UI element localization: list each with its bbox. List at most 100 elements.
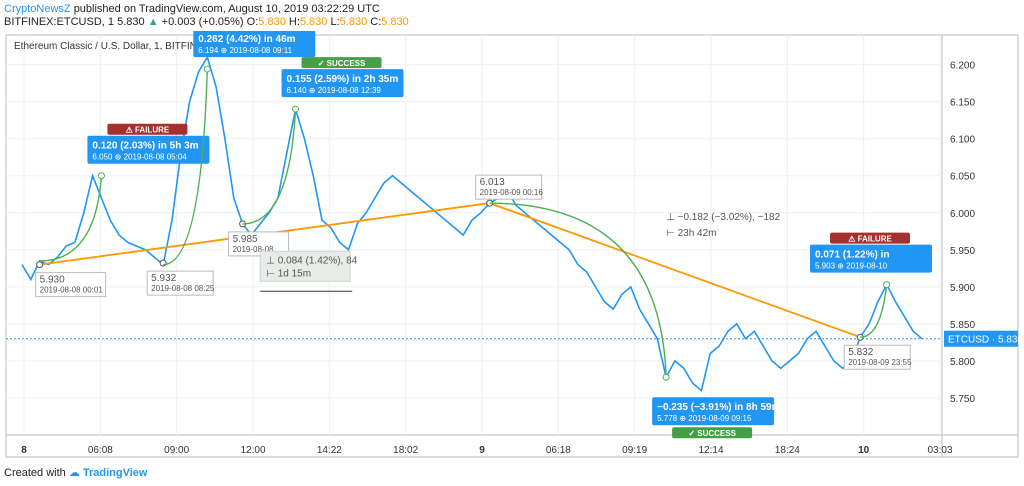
publish-text: published on TradingView.com, August 10,… — [73, 3, 380, 15]
measure-detail: 5.778 ⊕ 2019-08-09 09:15 — [657, 414, 752, 423]
measure-box — [281, 69, 404, 98]
measure-curve — [860, 284, 888, 338]
point-label-date: 2019-08-08 00:01 — [40, 286, 104, 295]
y-tick-label: 5.850 — [950, 320, 975, 331]
range-note-duration: ⊢ 23h 42m — [666, 228, 716, 239]
x-tick-label: 8 — [21, 445, 27, 456]
measure-detail: 6.194 ⊕ 2019-08-08 09:11 — [198, 46, 292, 55]
measure-box — [810, 244, 932, 273]
measure-curve — [242, 109, 297, 225]
point-label-price: 5.932 — [151, 273, 176, 284]
y-tick-label: 5.750 — [950, 394, 975, 405]
measure-status: ⚠ FAILURE — [126, 126, 170, 135]
x-tick-label: 14:22 — [317, 445, 342, 456]
point-label-date: 2019-08-08 08:25 — [151, 284, 215, 293]
x-tick-label: 03:03 — [927, 445, 952, 456]
open-label: O: — [246, 16, 259, 28]
price-change: +0.003 (+0.05%) — [161, 16, 244, 28]
measure-status-badge — [672, 427, 753, 439]
high-label: H: — [288, 16, 300, 28]
measure-curve — [163, 69, 208, 266]
point-label-price: 5.930 — [40, 275, 65, 286]
point-label-price: 5.832 — [848, 347, 873, 358]
close-value: 5.830 — [381, 16, 409, 28]
measure-curve — [39, 175, 103, 262]
y-tick-label: 6.150 — [950, 98, 975, 109]
plot-border — [5, 34, 1019, 458]
last-price: 5.830 — [117, 16, 145, 28]
footer: Created with ☁ TradingView — [4, 466, 147, 479]
y-tick-label: 6.000 — [950, 209, 975, 220]
x-tick-label: 09:00 — [164, 445, 189, 456]
symbol-info: BITFINEX:ETCUSD, 1 5.830 ▲ +0.003 (+0.05… — [4, 16, 409, 29]
measure-detail: 5.903 ⊕ 2019-08-10 — [815, 262, 888, 271]
x-tick-label: 12:00 — [240, 445, 265, 456]
point-label-box — [843, 344, 911, 370]
range-note-box — [259, 250, 351, 282]
measure-curve — [489, 202, 667, 378]
open-value: 5.830 — [258, 16, 286, 28]
author-link[interactable]: CryptoNewsZ — [4, 3, 71, 15]
measure-status-badge — [301, 57, 382, 69]
last-price-badge — [944, 330, 1018, 347]
measure-status: ✓ SUCCESS — [688, 429, 736, 438]
measure-detail: 6.050 ⊕ 2019-08-08 05:04 — [92, 153, 187, 162]
y-tick-label: 5.800 — [950, 357, 975, 368]
measure-result: 0.120 (2.03%) in 5h 3m — [92, 141, 198, 152]
measure-endpoint — [292, 105, 300, 113]
measure-box — [87, 135, 210, 164]
symbol-name: BITFINEX:ETCUSD, 1 — [4, 16, 115, 28]
tradingview-cloud-icon: ☁ — [68, 467, 80, 479]
up-arrow-icon: ▲ — [147, 16, 159, 28]
point-label-box — [146, 270, 214, 296]
x-tick-label: 18:24 — [775, 445, 800, 456]
tradingview-brand[interactable]: TradingView — [82, 467, 148, 479]
range-note-duration: ⊢ 1d 15m — [266, 268, 311, 279]
close-label: C: — [370, 16, 382, 28]
measure-detail: 6.140 ⊕ 2019-08-08 12:39 — [287, 86, 382, 95]
created-with-text: Created with — [4, 467, 66, 479]
chart-title: Ethereum Classic / U.S. Dollar, 1, BITFI… — [14, 41, 210, 52]
publish-info: CryptoNewsZ published on TradingView.com… — [4, 2, 380, 16]
point-label-box — [475, 174, 543, 200]
y-tick-label: 5.900 — [950, 283, 975, 294]
y-tick-label: 6.200 — [950, 61, 975, 72]
point-label-price: 6.013 — [480, 177, 505, 188]
measure-result: 0.155 (2.59%) in 2h 35m — [287, 74, 399, 85]
point-label-box — [35, 272, 107, 298]
x-tick-label: 06:18 — [546, 445, 571, 456]
price-series-line — [21, 55, 923, 393]
point-label-date: 2019-08-09 00:16 — [480, 188, 544, 197]
measure-endpoint — [97, 172, 105, 180]
x-tick-label: 09:19 — [622, 445, 647, 456]
measure-result: −0.235 (−3.91%) in 8h 59m — [657, 402, 781, 413]
high-value: 5.830 — [299, 16, 328, 28]
price-chart[interactable]: 6.200 6.150 6.100 6.050 6.000 5.950 5.900 5.850… — [2, 17, 1023, 459]
low-value: 5.830 — [339, 16, 368, 28]
range-note-change: ⊥ −0.182 (−3.02%), −182 — [666, 212, 781, 223]
x-tick-label: 9 — [479, 445, 485, 456]
chart-area[interactable]: 6.200 6.150 6.100 6.050 6.000 5.950 5.900 5.850… — [2, 17, 1023, 459]
measure-status: ✓ SUCCESS — [318, 59, 366, 68]
y-tick-label: 5.950 — [950, 246, 975, 257]
range-note-change: ⊥ 0.084 (1.42%), 84 — [266, 255, 357, 266]
measure-endpoint — [662, 373, 670, 381]
measure-status-badge — [107, 123, 188, 135]
x-tick-label: 06:08 — [88, 445, 113, 456]
x-tick-label: 12:14 — [698, 445, 723, 456]
measure-box — [193, 29, 316, 58]
x-tick-label: 10 — [858, 445, 870, 456]
y-tick-label: 6.050 — [950, 172, 975, 183]
x-tick-label: 18:02 — [393, 445, 418, 456]
measure-result: 0.262 (4.42%) in 46m — [198, 34, 295, 45]
measure-status: ⚠ FAILURE — [848, 235, 892, 244]
point-label-date: 2019-08-09 23:55 — [848, 358, 912, 367]
measure-box — [652, 397, 775, 426]
low-label: L: — [330, 16, 340, 28]
y-tick-label: 6.100 — [950, 135, 975, 146]
point-label-date: 2019-08-08 — [233, 245, 274, 254]
anchor-point — [36, 261, 44, 269]
last-price-label: ETCUSD · 5.830 — [948, 335, 1020, 346]
measure-status-badge — [830, 232, 910, 244]
measure-endpoint — [883, 281, 891, 289]
